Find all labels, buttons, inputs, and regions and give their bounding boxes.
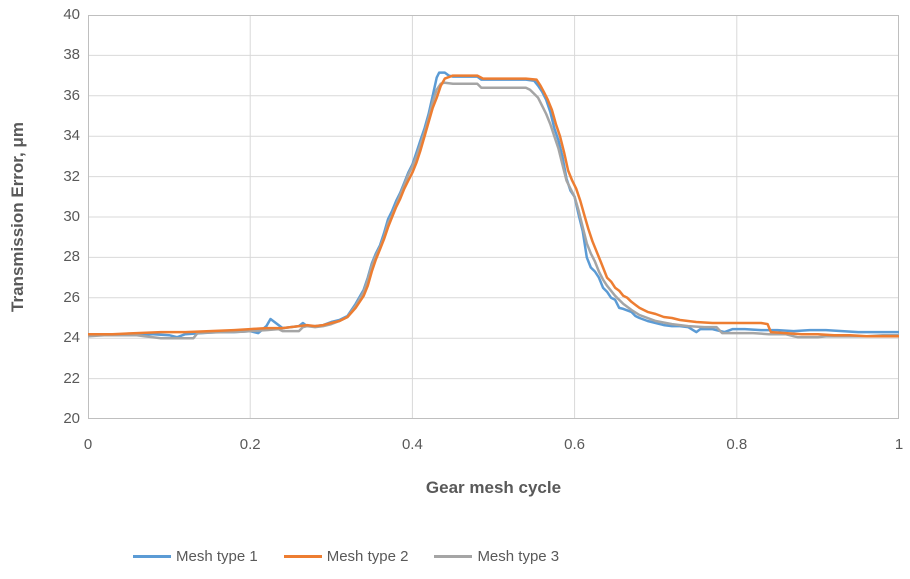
y-axis-title-text: Transmission Error, μm (8, 122, 27, 312)
x-tick-label: 1 (894, 436, 904, 453)
y-tick-label: 22 (63, 369, 80, 387)
y-tick-label: 36 (63, 86, 80, 104)
legend-item-mesh-type-2: Mesh type 2 (283, 546, 409, 566)
y-tick-label: 30 (63, 208, 80, 225)
legend-label: Mesh type 2 (326, 547, 409, 565)
y-tick-label: 20 (63, 410, 80, 427)
legend-item-mesh-type-3: Mesh type 3 (434, 546, 559, 566)
x-tick-label: 0.8 (726, 436, 748, 453)
y-tick-label: 32 (63, 167, 80, 185)
y-axis-title: Transmission Error, μm (0, 15, 36, 419)
x-axis-title: Gear mesh cycle (425, 478, 562, 497)
legend: Mesh type 1 Mesh type 2 Mesh type 3 (133, 546, 559, 566)
plot-border (88, 15, 899, 419)
x-tick-label: 0 (83, 436, 93, 453)
y-tick-label: 38 (63, 46, 80, 64)
plot-area (88, 15, 899, 419)
y-tick-label: 26 (63, 288, 80, 306)
series-line-mesh-type-2 (88, 74, 899, 338)
y-tick-label: 40 (63, 6, 80, 23)
legend-line-swatch (133, 554, 171, 558)
x-tick-label: 0.4 (401, 436, 423, 453)
x-tick-label: 0.2 (239, 436, 261, 453)
x-tick-label: 0.6 (564, 436, 586, 453)
y-tick-label: 28 (63, 248, 80, 266)
y-tick-label: 34 (63, 127, 80, 145)
legend-line-swatch (283, 554, 322, 558)
legend-line-swatch (434, 554, 473, 558)
y-tick-label: 24 (63, 329, 80, 347)
legend-label: Mesh type 1 (176, 547, 258, 565)
legend-item-mesh-type-1: Mesh type 1 (133, 546, 258, 566)
legend-label: Mesh type 3 (477, 547, 560, 565)
series-line-mesh-type-3 (88, 81, 899, 340)
